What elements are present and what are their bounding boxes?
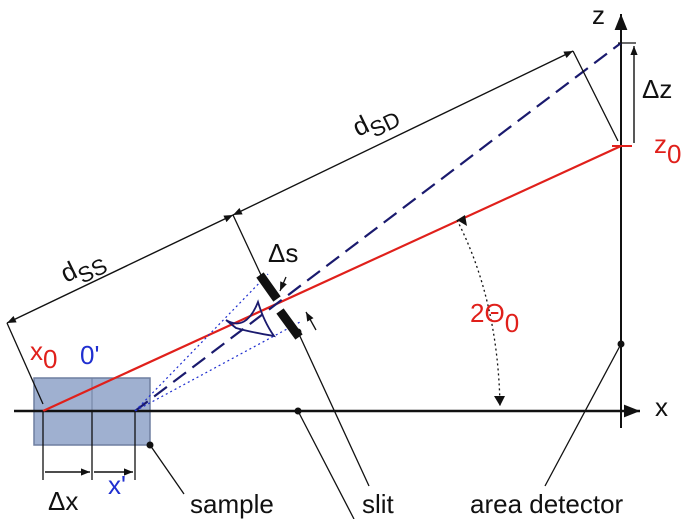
zero-prime-label: 0' xyxy=(80,340,99,370)
dsd-label: dSD xyxy=(347,96,404,149)
z0-label: z0 xyxy=(654,129,681,169)
delta-z-label: Δz xyxy=(642,74,672,104)
x0-label: x0 xyxy=(30,336,57,374)
beam-main xyxy=(42,145,622,412)
dss-dimension xyxy=(6,214,234,324)
sample-label: sample xyxy=(190,489,274,519)
slit-label: slit xyxy=(362,489,395,519)
cone-upper xyxy=(134,273,269,412)
z-axis-label: z xyxy=(592,0,605,30)
delta-s-label: Δs xyxy=(268,238,298,268)
two-theta-label: 2Θ0 xyxy=(470,298,519,338)
delta-s-arrow-top xyxy=(279,276,287,292)
area-detector-label: area detector xyxy=(470,489,624,519)
angle-arc-head-top xyxy=(457,215,467,226)
angle-arc xyxy=(456,219,501,407)
delta-s-arrow-bottom xyxy=(305,311,317,331)
x-prime-label: x' xyxy=(108,470,126,500)
dss-label: dSS xyxy=(55,242,111,294)
slit-leader xyxy=(297,331,370,487)
detector-leader xyxy=(544,343,622,487)
angle-arc-head-bottom xyxy=(494,396,505,406)
dss-ext-left xyxy=(6,322,44,405)
dss-ext-right xyxy=(232,214,269,291)
dsd-ext-right xyxy=(572,50,619,142)
axis-leader xyxy=(297,410,355,520)
sample-leader xyxy=(149,444,185,495)
dsd-dimension xyxy=(232,50,574,216)
cone-lower xyxy=(134,321,301,412)
cusp-mark xyxy=(225,299,276,338)
delta-x-label: Δx xyxy=(48,486,78,516)
x-axis-label: x xyxy=(655,392,668,422)
